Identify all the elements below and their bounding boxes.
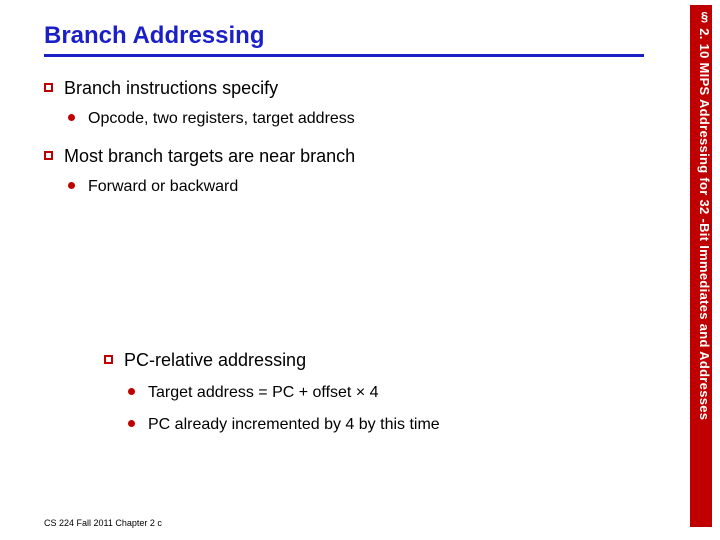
dot-bullet-icon	[128, 388, 135, 395]
item-text: PC-relative addressing	[124, 350, 306, 370]
content-area: Branch instructions specify Opcode, two …	[44, 70, 664, 435]
subitem-text: Forward or backward	[88, 178, 238, 195]
square-bullet-icon	[44, 151, 53, 160]
page-title: Branch Addressing	[44, 22, 265, 50]
subitem-text: Opcode, two registers, target address	[88, 110, 355, 127]
subitem-text: Target address = PC + offset × 4	[148, 384, 379, 401]
item-text: Branch instructions specify	[64, 78, 278, 98]
title-underline	[44, 54, 644, 57]
dot-bullet-icon	[68, 114, 75, 121]
nested-block: PC-relative addressing Target address = …	[104, 348, 664, 435]
list-item: Most branch targets are near branch	[44, 144, 664, 168]
square-bullet-icon	[104, 355, 113, 364]
list-item: PC-relative addressing	[104, 348, 664, 372]
slide: Branch Addressing Branch instructions sp…	[0, 0, 720, 540]
list-subitem: Opcode, two registers, target address	[44, 108, 664, 130]
dot-bullet-icon	[128, 420, 135, 427]
footer-text: CS 224 Fall 2011 Chapter 2 c	[44, 518, 162, 528]
square-bullet-icon	[44, 83, 53, 92]
sidebar-section-label: § 2. 10 MIPS Addressing for 32 -Bit Imme…	[690, 7, 712, 527]
item-text: Most branch targets are near branch	[64, 146, 355, 166]
list-subitem: Forward or backward	[44, 176, 664, 198]
list-subitem: PC already incremented by 4 by this time	[104, 414, 664, 436]
list-item: Branch instructions specify	[44, 76, 664, 100]
subitem-text: PC already incremented by 4 by this time	[148, 416, 440, 433]
dot-bullet-icon	[68, 182, 75, 189]
list-subitem: Target address = PC + offset × 4	[104, 382, 664, 404]
